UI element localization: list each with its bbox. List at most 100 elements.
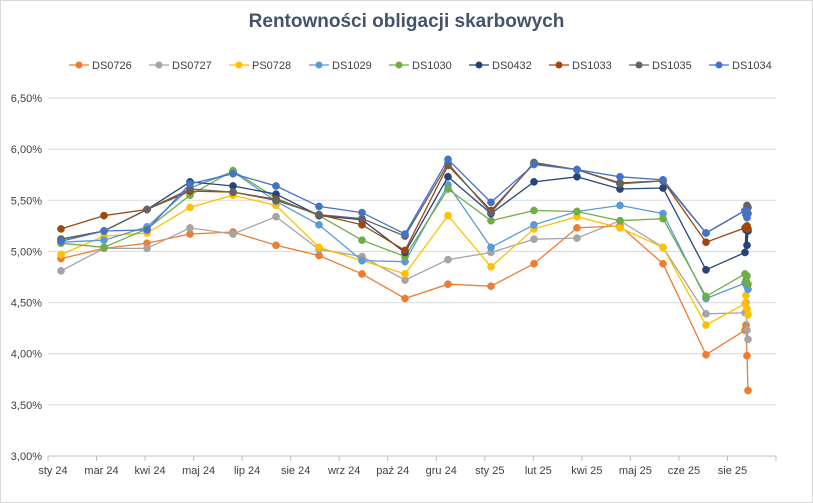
data-point [744, 335, 752, 344]
y-axis: 6,50% 6,00% 5,50% 5,00% 4,50% 4,00% 3,50% 3,00% [11, 93, 42, 463]
data-point [702, 350, 710, 359]
series-line-DS0726 [60, 225, 749, 391]
data-point [743, 351, 751, 360]
data-point [272, 212, 280, 221]
data-point [741, 248, 749, 257]
x-tick-label: lut 25 [525, 465, 552, 477]
data-point [702, 265, 710, 274]
x-tick-label: mar 24 [84, 465, 118, 477]
series-DS1034 [57, 155, 752, 246]
data-point [143, 226, 151, 234]
y-tick-label: 5,00% [11, 246, 42, 258]
data-point [530, 178, 538, 186]
legend-swatch-marker [395, 61, 403, 69]
data-point [401, 270, 409, 278]
data-point [744, 209, 752, 218]
data-point [229, 169, 237, 178]
series-line-DS0727 [60, 215, 749, 340]
data-point [186, 203, 194, 212]
legend-swatch-marker [715, 61, 723, 69]
legend-item-DS0727: DS0727 [149, 60, 212, 72]
data-point [186, 180, 194, 188]
data-point [616, 201, 624, 210]
data-point [743, 326, 751, 335]
x-axis: sty 24 mar 24 kwi 24 maj 24 lip 24 sie 24 wrz … [38, 455, 777, 477]
legend-item-DS0726: DS0726 [69, 60, 132, 72]
x-tick-label: maj 24 [182, 465, 215, 477]
data-point [616, 180, 624, 188]
data-point [743, 241, 751, 250]
data-point [743, 272, 751, 280]
data-point [702, 229, 710, 237]
data-point [744, 280, 752, 289]
data-point [401, 294, 409, 303]
data-point [272, 196, 280, 205]
data-point [659, 175, 667, 184]
data-point [229, 188, 237, 196]
data-point [487, 282, 495, 291]
legend-swatch-marker [635, 61, 643, 69]
series-line-DS1029 [60, 170, 749, 300]
data-point [272, 241, 280, 250]
x-tick-label: sty 25 [475, 465, 504, 477]
data-point [744, 386, 752, 395]
y-tick-label: 6,00% [11, 144, 42, 156]
series-lines [57, 155, 752, 395]
x-tick-label: wrz 24 [327, 465, 360, 477]
series-line-DS1035 [60, 161, 749, 240]
data-point [444, 185, 452, 193]
x-tick-label: gru 24 [426, 465, 457, 477]
x-tick-label: paź 24 [376, 465, 409, 477]
data-point [702, 309, 710, 318]
data-point [100, 236, 108, 245]
legend-label: DS1033 [572, 60, 612, 72]
legend-swatch-marker [475, 61, 483, 69]
legend-label: DS1034 [732, 60, 772, 72]
y-tick-label: 3,50% [11, 400, 42, 412]
legend-label: DS0432 [492, 60, 532, 72]
data-point [573, 234, 581, 242]
data-point [100, 227, 108, 235]
data-point [100, 243, 108, 252]
data-point [272, 182, 280, 190]
data-point [487, 208, 495, 217]
data-point [57, 250, 65, 259]
data-point [143, 205, 151, 214]
data-point [358, 270, 366, 278]
y-tick-label: 4,00% [11, 349, 42, 361]
legend-label: DS0727 [172, 60, 212, 72]
data-point [487, 198, 495, 207]
data-point [186, 224, 194, 232]
data-point [659, 259, 667, 268]
legend-swatch-marker [315, 61, 323, 69]
legend-label: DS1029 [332, 60, 372, 72]
y-tick-label: 5,50% [11, 195, 42, 207]
data-point [57, 225, 65, 233]
data-point [444, 280, 452, 289]
data-point [659, 214, 667, 223]
data-point [616, 216, 624, 225]
x-tick-label: lip 24 [234, 465, 260, 477]
data-point [530, 259, 538, 268]
data-point [702, 321, 710, 329]
legend-swatch-marker [155, 61, 163, 69]
legend: DS0726 DS0727 PS0728 DS1029 DS1030 DS0432 DS10… [69, 60, 772, 72]
data-point [444, 172, 452, 181]
y-tick-label: 4,50% [11, 298, 42, 310]
y-tick-label: 3,00% [11, 451, 42, 463]
data-point [401, 246, 409, 255]
data-point [401, 230, 409, 238]
legend-swatch-marker [235, 61, 243, 69]
x-tick-label: sty 24 [38, 465, 67, 477]
data-point [358, 236, 366, 245]
data-point [487, 262, 495, 271]
chart-title: Rentowności obligacji skarbowych [248, 11, 565, 32]
data-point [530, 220, 538, 229]
series-line-PS0728 [60, 194, 749, 326]
legend-swatch-marker [555, 61, 563, 69]
x-tick-label: sie 24 [281, 465, 310, 477]
data-point [229, 230, 237, 238]
legend-item-DS1030: DS1030 [389, 60, 452, 72]
